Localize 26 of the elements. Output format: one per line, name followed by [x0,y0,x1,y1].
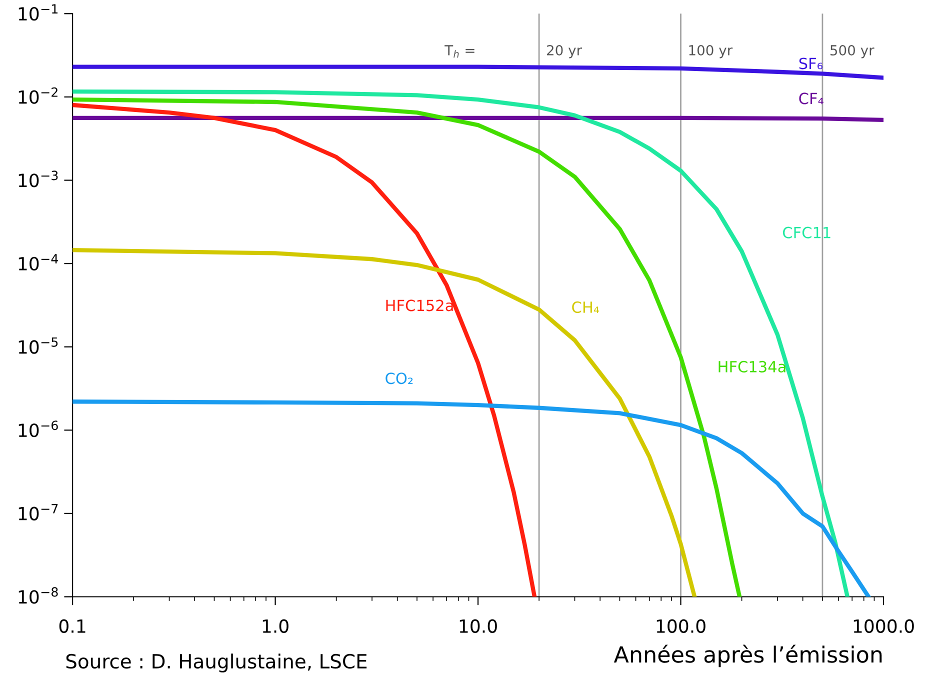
y-tick-label: 10$^{−8}$ [18,587,58,604]
annotation: T$_{h}$ = [444,45,474,58]
series-label: HFC152a [386,300,453,312]
source-note: Source : D. Hauglustaine, LSCE [66,654,367,672]
y-tick-label: 10$^{−1}$ [18,4,58,21]
text: CFC11 [782,226,830,238]
ref-line-label: 500 yr [830,45,874,58]
y-tick-label: 10$^{−7}$ [18,504,58,520]
x-axis-title: Années après l’émission [614,644,882,668]
y-tick-label: 10$^{−5}$ [18,337,58,354]
x-tick-label: 1.0 [262,619,288,633]
series-label: SF₆ [799,58,822,70]
x-tick-label: 10.0 [460,619,497,633]
text: HFC134a [718,360,786,372]
x-tick-label: 100.0 [656,619,706,633]
x-tick-label: 1000.0 [854,619,914,633]
series-label: CH₄ [572,301,600,313]
y-tick-label: 10$^{−6}$ [18,420,58,438]
y-tick-label: 10$^{−4}$ [18,254,58,271]
series-label: CF₄ [799,92,824,104]
x-tick-label: 0.1 [59,619,86,633]
ref-line-label: 100 yr [689,45,733,58]
ref-line-label: 20 yr [547,45,582,58]
y-tick-label: 10$^{−3}$ [18,170,58,188]
series-label: CO₂ [386,372,413,384]
y-tick-label: 10$^{−2}$ [18,87,58,104]
